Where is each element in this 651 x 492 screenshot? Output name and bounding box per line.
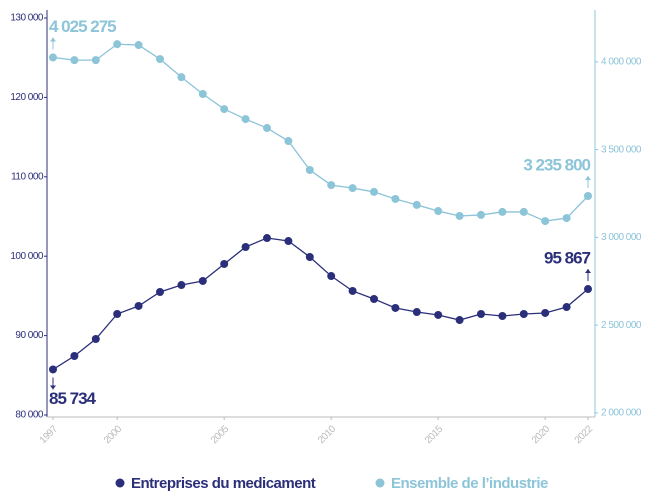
legend-label: Entreprises du medicament: [131, 475, 316, 492]
data-point: [134, 301, 143, 310]
data-point: [455, 211, 464, 220]
x-tick-label: 2022: [573, 423, 596, 446]
y2-tick-label: 3 000 000: [601, 232, 642, 243]
data-point: [541, 217, 550, 226]
data-point: [49, 53, 57, 62]
y-tick-label: 80 000: [15, 410, 44, 421]
series-line: [52, 43, 589, 222]
y2-tick-label: 3 500 000: [601, 144, 642, 155]
data-point: [156, 288, 164, 297]
data-point: [477, 310, 485, 319]
data-point: [177, 281, 186, 290]
data-point: [562, 214, 571, 223]
data-point: [220, 105, 229, 114]
data-point: [434, 310, 443, 319]
y2-tick-label: 2 000 000: [601, 408, 642, 419]
data-point: [134, 41, 143, 50]
data-point: [177, 73, 186, 82]
x-tick-label: 2020: [530, 423, 553, 446]
x-tick-label: 2005: [209, 423, 232, 446]
x-tick-label: 2000: [102, 423, 125, 446]
data-point: [412, 200, 421, 209]
data-point: [327, 272, 336, 281]
data-point: [348, 286, 357, 295]
data-point: [498, 311, 507, 320]
legend-marker: [115, 478, 125, 488]
y2-tick-label: 4 000 000: [601, 57, 642, 68]
data-point: [327, 181, 336, 190]
data-point: [91, 56, 100, 65]
data-point: [477, 210, 485, 219]
data-point: [241, 242, 250, 251]
legend-marker: [375, 478, 385, 488]
data-point: [198, 89, 207, 98]
data-point: [156, 55, 164, 64]
data-point: [519, 310, 528, 319]
arrow-head: [585, 269, 591, 274]
data-point: [584, 192, 592, 201]
data-point: [70, 56, 79, 65]
x-tick-label: 2015: [423, 423, 446, 446]
data-point: [70, 352, 79, 361]
data-point: [263, 234, 271, 243]
data-label: 95 867: [544, 249, 591, 268]
data-point: [113, 310, 122, 319]
data-point: [284, 237, 293, 246]
data-point: [562, 303, 571, 312]
data-point: [541, 308, 550, 317]
data-point: [198, 276, 207, 285]
data-point: [391, 303, 400, 312]
series-line: [52, 237, 589, 371]
x-tick-label: 1997: [38, 423, 61, 446]
data-point: [305, 252, 314, 261]
data-point: [284, 137, 293, 146]
data-point: [91, 335, 100, 344]
data-label: 3 235 800: [523, 155, 590, 174]
y-tick-label: 130 000: [10, 13, 44, 24]
data-point: [370, 294, 378, 303]
y-tick-label: 100 000: [10, 251, 44, 262]
data-point: [584, 285, 592, 294]
y-tick-label: 110 000: [11, 171, 44, 182]
y-tick-label: 90 000: [15, 330, 44, 341]
data-label: 85 734: [49, 389, 97, 408]
data-point: [412, 308, 421, 317]
data-point: [391, 194, 400, 203]
data-point: [220, 259, 229, 268]
data-point: [519, 207, 528, 216]
data-point: [348, 184, 357, 193]
data-point: [49, 365, 57, 374]
data-label: 4 025 275: [49, 17, 116, 36]
arrow-head: [50, 37, 56, 42]
arrow-head: [585, 176, 591, 181]
y-tick-label: 120 000: [10, 92, 44, 103]
x-tick-label: 2010: [316, 423, 339, 446]
y2-tick-label: 2 500 000: [601, 320, 642, 331]
data-point: [113, 40, 122, 49]
data-point: [370, 187, 378, 196]
data-point: [305, 165, 314, 174]
legend-label: Ensemble de l’industrie: [391, 475, 548, 492]
arrow-head: [50, 385, 56, 390]
data-point: [241, 115, 250, 124]
data-point: [455, 316, 464, 325]
data-point: [434, 207, 443, 216]
data-point: [263, 124, 271, 133]
data-point: [498, 207, 507, 216]
